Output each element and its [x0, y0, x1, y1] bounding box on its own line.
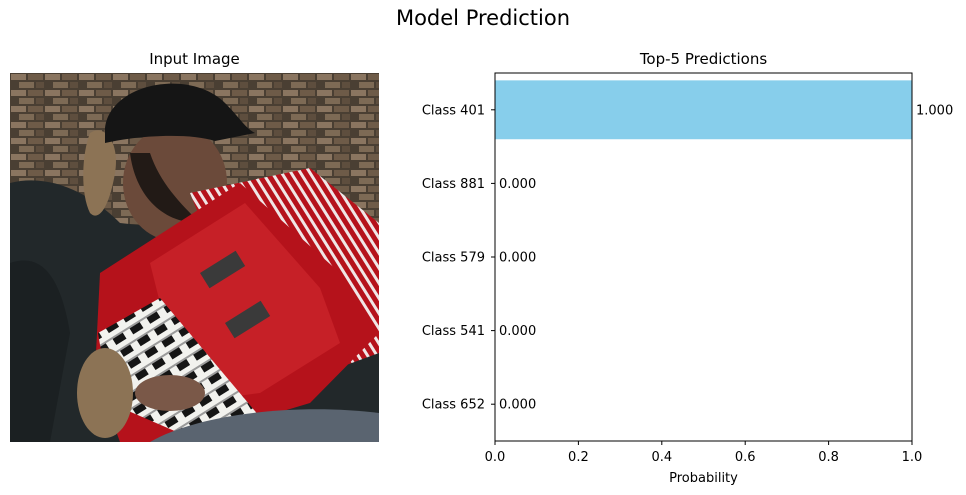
data-label-2: 0.000: [499, 177, 536, 192]
data-label-4: 0.000: [499, 324, 536, 339]
y-tick-label-1: Class 401: [422, 103, 485, 118]
x-axis-label: Probability: [669, 471, 738, 486]
bar-1: [495, 80, 912, 140]
x-tick-label-1: 0.0: [485, 450, 506, 465]
x-tick-label-4: 0.6: [735, 450, 756, 465]
y-tick-label-3: Class 579: [422, 251, 485, 266]
x-tick-label-5: 0.8: [818, 450, 839, 465]
x-tick-label-3: 0.4: [651, 450, 672, 465]
x-tick-label-2: 0.2: [568, 450, 589, 465]
plot-frame: [494, 72, 913, 442]
data-label-3: 0.000: [499, 251, 536, 266]
input-image: [10, 73, 379, 442]
y-tick-label-5: Class 652: [422, 398, 485, 413]
y-tick-label-2: Class 881: [422, 177, 485, 192]
data-label-5: 0.000: [499, 398, 536, 413]
data-label-1: 1.000: [916, 103, 953, 118]
figure-title: Model Prediction: [395, 6, 571, 30]
y-tick-label-4: Class 541: [422, 324, 485, 339]
chart-title: Top-5 Predictions: [639, 50, 768, 68]
input-image-title: Input Image: [149, 50, 240, 68]
x-tick-label-6: 1.0: [902, 450, 923, 465]
